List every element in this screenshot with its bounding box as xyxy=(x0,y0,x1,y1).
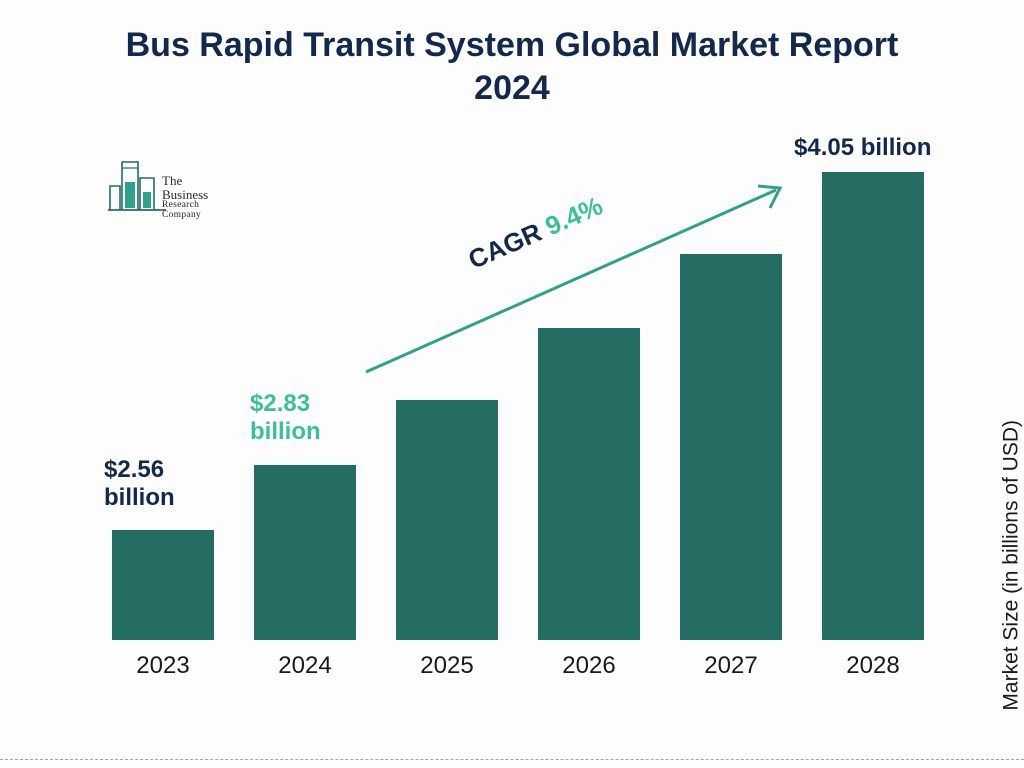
bar-chart: 2023 2024 2025 2026 2027 2028 $2.56 bill… xyxy=(96,140,936,680)
xaxis-label: 2026 xyxy=(562,652,615,680)
xaxis-label: 2023 xyxy=(136,652,189,680)
bar-2028 xyxy=(822,172,924,640)
bar-2026 xyxy=(538,328,640,640)
bar-2023 xyxy=(112,530,214,640)
bottom-divider xyxy=(0,759,1024,760)
xaxis-label: 2024 xyxy=(278,652,331,680)
yaxis-label: Market Size (in billions of USD) xyxy=(1000,420,1024,711)
xaxis-label: 2027 xyxy=(704,652,757,680)
chart-title: Bus Rapid Transit System Global Market R… xyxy=(0,24,1024,109)
bar-2027 xyxy=(680,254,782,640)
xaxis-label: 2025 xyxy=(420,652,473,680)
bar-2024 xyxy=(254,465,356,640)
xaxis-label: 2028 xyxy=(846,652,899,680)
bar-value-label-2023: $2.56 billion xyxy=(104,456,175,511)
bar-value-label-2028: $4.05 billion xyxy=(794,134,931,162)
bar-2025 xyxy=(396,400,498,640)
bar-value-label-2024: $2.83 billion xyxy=(250,390,321,445)
cagr-label: CAGR 9.4% xyxy=(464,190,608,275)
